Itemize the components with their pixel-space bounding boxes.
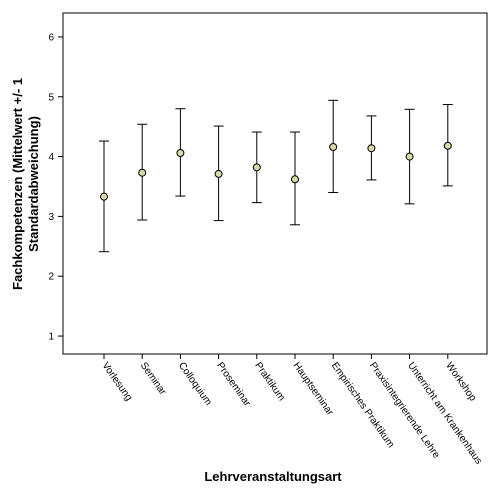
mean-point [176,148,185,157]
x-tick-label: Unterricht am Krankenhaus [405,360,484,466]
y-tick-label: 5 [48,92,54,103]
error-bar-series [99,99,453,253]
mean-point [443,141,452,150]
mean-point [138,168,147,177]
y-tick-label: 4 [48,152,54,163]
x-tick-label: Hauptseminar [291,360,336,418]
mean-point [252,163,261,172]
mean-point [214,169,223,178]
mean-point [405,152,414,161]
y-axis-title-line-1: Fachkompetenzen (Mittelwert +/- 1 [10,78,25,290]
y-tick-label: 3 [48,212,54,223]
mean-point [291,175,299,184]
y-tick-label: 6 [48,32,54,43]
x-tick-label: Workshop [443,360,478,403]
x-tick-label: Seminar [138,360,169,397]
x-tick-label: Colloquium [176,360,214,407]
plot-area [62,12,488,355]
x-tick-label: Praxisintegrierende Lehre [367,360,442,460]
y-axis-title-line-2: Standardabweichung) [26,116,41,252]
x-tick-label: Vorlesung [100,360,135,403]
x-tick-label: Proseminar [214,360,253,409]
mean-point [100,192,108,201]
x-axis: Vorlesung Seminar Colloquium Proseminar Prak… [100,354,484,466]
mean-point [329,143,338,152]
y-axis: 1 2 3 4 5 6 [48,32,63,343]
x-tick-label: Praktikum [252,360,287,403]
y-tick-label: 1 [48,332,54,343]
mean-point [367,144,376,153]
y-tick-label: 2 [48,272,54,283]
x-axis-title: Lehrveranstaltungsart [204,469,342,484]
